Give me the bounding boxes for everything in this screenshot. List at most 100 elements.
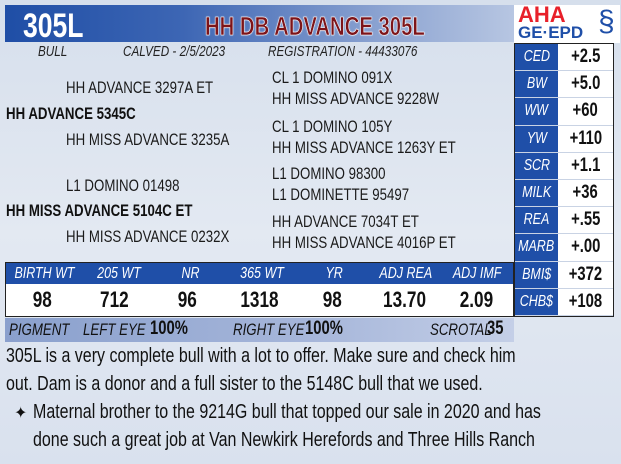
note-line: done such a great job at Van Newkirk Her… <box>33 429 621 452</box>
epd-label-text: BMI$ <box>521 265 552 283</box>
performance-value-row: 98 712 96 1318 98 13.70 2.09 <box>6 284 513 316</box>
epd-value-text: +372 <box>568 263 603 285</box>
epd-row-bmi-dollar: BMI$ +372 <box>515 261 613 289</box>
epd-label-text: BW <box>526 75 547 93</box>
sex: BULL <box>38 43 76 60</box>
gg-text: HH ADVANCE 7034T ET <box>272 212 419 231</box>
performance-header-text: ADJ REA <box>379 264 432 282</box>
epd-row-chb-dollar: CHB$ +108 <box>515 288 613 316</box>
performance-value-text: 98 <box>322 287 342 312</box>
sire-text: HH ADVANCE 5345C <box>6 104 136 123</box>
registration: REGISTRATION - 44433076 <box>268 43 459 60</box>
dam-dam-text: HH MISS ADVANCE 0232X <box>66 227 230 246</box>
epd-label-text: YW <box>526 129 547 147</box>
gg-ancestor: L1 DOMINO 98300 <box>272 164 418 184</box>
pigment-bar: PIGMENT LEFT EYE 100% RIGHT EYE 100% SCR… <box>5 318 514 342</box>
bull-name: HH DB ADVANCE 305L <box>205 11 487 42</box>
performance-header: BIRTH WT <box>6 263 83 284</box>
epd-label-text: MILK <box>521 184 552 202</box>
performance-value-text: 2.09 <box>460 287 494 312</box>
epd-value-text: +.55 <box>570 209 601 231</box>
performance-header: ADJ REA <box>370 263 442 284</box>
gg-text: HH MISS ADVANCE 9228W <box>272 89 440 108</box>
note-text: out. Dam is a donor and a full sister to… <box>6 373 483 395</box>
epd-value: +2.5 <box>558 44 613 70</box>
bullet-icon: ✦ <box>14 405 28 422</box>
dam-sire: L1 DOMINO 01498 <box>66 176 212 196</box>
epd-value: +108 <box>558 289 613 315</box>
epd-value-text: +60 <box>572 100 599 122</box>
epd-label-text: CED <box>523 48 550 66</box>
epd-row-scr: SCR +1.1 <box>515 152 613 180</box>
note-line: Maternal brother to the 9214G bull that … <box>33 401 621 424</box>
performance-value: 98 <box>296 284 368 316</box>
epd-value: +110 <box>558 126 613 152</box>
dam-dam: HH MISS ADVANCE 0232X <box>66 227 275 247</box>
gg-ancestor: CL 1 DOMINO 091X <box>272 68 426 88</box>
epd-row-bw: BW +5.0 <box>515 71 613 99</box>
sex-text: BULL <box>38 43 68 60</box>
sire: HH ADVANCE 5345C <box>6 104 172 124</box>
epd-label: BMI$ <box>515 261 558 288</box>
epd-value-text: +2.5 <box>570 46 601 68</box>
epd-row-ced: CED +2.5 <box>515 44 613 72</box>
epd-value: +.00 <box>558 234 613 260</box>
epd-value: +5.0 <box>558 71 613 97</box>
performance-value-text: 98 <box>32 287 52 312</box>
left-eye-value-text: 100% <box>150 318 188 339</box>
epd-value-text: +1.1 <box>570 154 601 176</box>
epd-table: CED +2.5 BW +5.0 WW +60 YW +110 SCR +1.1 MILK +36 RE… <box>514 43 614 317</box>
dam-text: HH MISS ADVANCE 5104C ET <box>6 201 193 220</box>
note-text: 305L is a very complete bull with a lot … <box>6 345 516 367</box>
epd-value: +60 <box>558 98 613 124</box>
epd-label-text: SCR <box>523 156 550 174</box>
epd-value: +372 <box>558 262 613 288</box>
gg-ancestor: CL 1 DOMINO 105Y <box>272 117 426 137</box>
performance-header: ADJ IMF <box>441 263 513 284</box>
gg-ancestor: HH MISS ADVANCE 9228W <box>272 89 486 109</box>
dam: HH MISS ADVANCE 5104C ET <box>6 201 245 221</box>
performance-header: YR <box>298 263 370 284</box>
epd-label: BW <box>515 71 558 98</box>
performance-header-text: ADJ IMF <box>452 264 502 282</box>
epd-label-text: MARB <box>518 238 555 256</box>
epd-row-milk: MILK +36 <box>515 180 613 208</box>
epd-label: REA <box>515 207 558 234</box>
sire-sire: HH ADVANCE 3297A ET <box>66 78 255 98</box>
right-eye-label-text: RIGHT EYE <box>233 320 305 339</box>
gg-ancestor: HH ADVANCE 7034T ET <box>272 212 460 232</box>
gg-ancestor: HH MISS ADVANCE 1263Y ET <box>272 138 508 158</box>
note-line: 305L is a very complete bull with a lot … <box>6 345 621 368</box>
epd-label: MILK <box>515 180 558 207</box>
epd-label: MARB <box>515 234 558 261</box>
scrotal-label-text: SCROTAL <box>430 320 492 339</box>
gg-text: HH MISS ADVANCE 1263Y ET <box>272 138 456 157</box>
performance-value-text: 1318 <box>240 287 279 312</box>
epd-value-text: +108 <box>568 290 603 312</box>
epd-row-marb: MARB +.00 <box>515 234 613 262</box>
logo-top: AHA <box>518 2 566 27</box>
epd-value-text: +.00 <box>570 236 601 258</box>
scrotal-value: 35 <box>487 318 508 340</box>
epd-row-ww: WW +60 <box>515 98 613 126</box>
aha-ge-epd-logo: AHA GE·EPD § <box>514 2 620 43</box>
left-eye-label-text: LEFT EYE <box>83 320 146 339</box>
gg-text: L1 DOMINETTE 95497 <box>272 185 410 204</box>
gg-text: HH MISS ADVANCE 4016P ET <box>272 233 456 252</box>
performance-header-text: 365 WT <box>240 264 285 282</box>
note-text: done such a great job at Van Newkirk Her… <box>33 429 535 451</box>
note-text: Maternal brother to the 9214G bull that … <box>33 401 541 423</box>
left-eye-value: 100% <box>150 318 199 340</box>
dna-icon: § <box>598 5 615 38</box>
epd-value-text: +36 <box>572 182 599 204</box>
epd-label: SCR <box>515 152 558 179</box>
gg-text: L1 DOMINO 98300 <box>272 164 386 183</box>
bull-name-text: HH DB ADVANCE 305L <box>205 11 425 42</box>
epd-value: +1.1 <box>558 153 613 179</box>
gg-ancestor: HH MISS ADVANCE 4016P ET <box>272 233 508 253</box>
registration-text: REGISTRATION - 44433076 <box>268 43 418 60</box>
performance-value: 98 <box>6 284 78 316</box>
lot-tag: 305L <box>23 7 101 46</box>
logo-bottom: GE·EPD <box>518 23 584 42</box>
performance-value: 712 <box>78 284 150 316</box>
